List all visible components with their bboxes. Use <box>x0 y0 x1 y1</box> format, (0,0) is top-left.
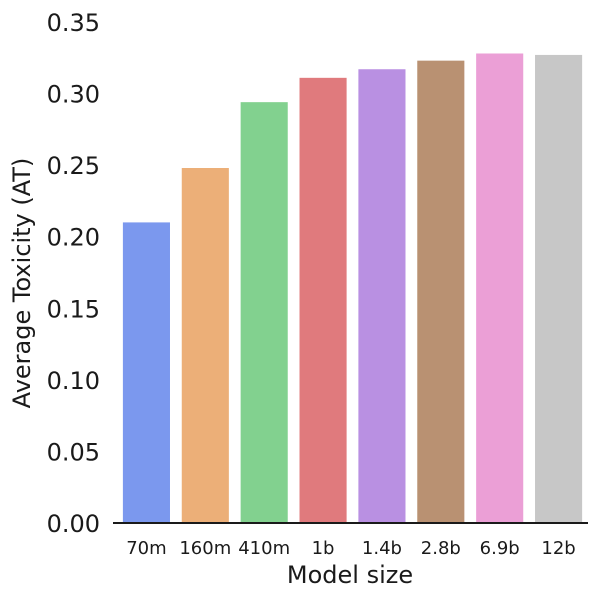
y-tick-label: 0.05 <box>47 438 100 466</box>
y-tick-label: 0.20 <box>47 224 100 252</box>
x-tick-label: 160m <box>179 538 231 559</box>
x-tick-label: 2.8b <box>421 538 461 559</box>
bar-160m <box>181 168 229 523</box>
bars <box>122 53 583 524</box>
bar-6.9b <box>476 53 524 524</box>
bar-1.4b <box>358 69 406 523</box>
x-axis-label: Model size <box>287 561 413 589</box>
bar-410m <box>240 102 288 523</box>
x-tick-label: 12b <box>541 538 575 559</box>
bar-1b <box>299 77 347 523</box>
x-tick-label: 1b <box>312 538 335 559</box>
bar-12b <box>535 54 583 524</box>
y-tick-label: 0.00 <box>47 510 100 538</box>
y-axis-label: Average Toxicity (AT) <box>8 158 36 409</box>
y-tick-labels: 0.00 0.05 0.10 0.15 0.20 0.25 0.30 0.35 <box>47 9 100 538</box>
x-tick-label: 410m <box>238 538 290 559</box>
x-tick-label: 1.4b <box>362 538 402 559</box>
bar-70m <box>122 222 170 523</box>
bar-2.8b <box>417 60 465 524</box>
x-tick-labels: 70m 160m 410m 1b 1.4b 2.8b 6.9b 12b <box>126 538 576 559</box>
y-tick-label: 0.25 <box>47 152 100 180</box>
y-tick-label: 0.30 <box>47 81 100 109</box>
x-tick-label: 70m <box>126 538 166 559</box>
y-tick-label: 0.10 <box>47 367 100 395</box>
y-tick-label: 0.35 <box>47 9 100 37</box>
x-tick-label: 6.9b <box>480 538 520 559</box>
y-tick-label: 0.15 <box>47 295 100 323</box>
